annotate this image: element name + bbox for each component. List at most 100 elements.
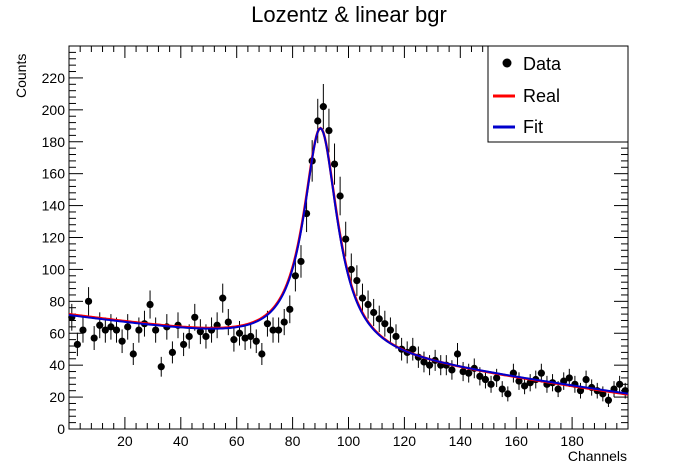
data-point (448, 366, 456, 374)
data-point (219, 294, 227, 302)
x-tick-label: 100 (337, 433, 361, 449)
data-point (476, 372, 484, 380)
data-point (269, 326, 277, 334)
x-tick-label: 40 (173, 433, 189, 449)
data-point (297, 257, 305, 266)
data-point (465, 369, 473, 377)
data-point (224, 318, 232, 326)
x-tick-label: 20 (117, 433, 133, 449)
y-tick-label: 40 (49, 357, 65, 373)
data-point (453, 350, 462, 358)
data-point (392, 332, 400, 341)
data-point (146, 300, 154, 309)
legend-data-label: Data (523, 54, 562, 74)
real-curve (68, 126, 629, 396)
data-point (364, 300, 372, 309)
y-tick-label: 0 (57, 421, 65, 437)
data-point (604, 396, 613, 404)
data-point (84, 297, 93, 305)
data-point (347, 265, 355, 274)
data-point (526, 379, 534, 387)
data-point (386, 326, 395, 334)
data-point (263, 320, 272, 328)
data-point (135, 326, 143, 334)
data-point (319, 103, 327, 111)
data-point (291, 272, 299, 280)
data-point (342, 235, 350, 243)
data-point (191, 313, 199, 321)
data-point (381, 320, 389, 328)
y-tick-label: 20 (49, 389, 65, 405)
data-point (616, 380, 624, 388)
data-point (168, 348, 177, 356)
x-tick-label: 120 (393, 433, 417, 449)
x-axis-label: Channels (568, 448, 627, 464)
data-point (235, 329, 244, 337)
fit-curve (68, 127, 629, 395)
data-point (481, 375, 490, 384)
data-point (498, 385, 506, 393)
y-tick-label: 220 (42, 70, 66, 86)
y-tick-label: 180 (42, 134, 66, 150)
data-point (370, 308, 378, 317)
y-axis-label: Counts (13, 54, 29, 98)
data-point (565, 374, 573, 382)
x-tick-label: 140 (449, 433, 473, 449)
y-tick-label: 60 (49, 325, 65, 341)
data-point (107, 323, 115, 331)
data-point (79, 326, 87, 334)
data-point (493, 374, 501, 382)
data-point (314, 117, 322, 125)
data-point (409, 345, 417, 353)
data-point (96, 321, 104, 329)
data-point (280, 318, 288, 326)
data-point (252, 337, 260, 345)
data-point (118, 337, 126, 345)
data-point (129, 350, 137, 358)
data-point (504, 390, 512, 398)
data-point (576, 387, 585, 395)
legend: Data Real Fit (487, 45, 629, 143)
data-points (68, 103, 629, 404)
data-point (196, 328, 204, 336)
data-point (241, 334, 249, 342)
data-point (275, 326, 283, 334)
data-point (375, 315, 383, 323)
data-point (325, 126, 333, 135)
data-point (554, 385, 562, 393)
data-point (230, 336, 238, 344)
y-axis-tick-labels: 0 20 40 60 80 100 120 140 160 180 200 220 (42, 70, 66, 437)
data-point (286, 305, 294, 313)
chart-title: Lozentz & linear bgr (251, 2, 447, 27)
y-tick-label: 140 (42, 198, 66, 214)
x-tick-label: 80 (285, 433, 301, 449)
x-axis-tick-labels: 20 40 60 80 100 120 140 160 180 (117, 433, 584, 449)
data-point (90, 334, 98, 342)
data-point (185, 332, 193, 341)
data-point (353, 276, 361, 285)
data-point (582, 375, 590, 384)
data-point (179, 340, 188, 349)
data-point (515, 377, 523, 385)
y-tick-label: 120 (42, 230, 66, 246)
data-point (358, 294, 367, 302)
data-point (487, 380, 495, 388)
data-point (101, 326, 109, 334)
x-tick-label: 60 (229, 433, 245, 449)
legend-real-label: Real (523, 86, 560, 106)
y-tick-label: 160 (42, 166, 66, 182)
y-tick-label: 80 (49, 293, 65, 309)
x-tick-label: 180 (560, 433, 584, 449)
y-tick-label: 200 (42, 102, 66, 118)
data-point (202, 332, 210, 341)
data-point (124, 323, 132, 331)
data-point (330, 160, 339, 168)
legend-fit-label: Fit (523, 117, 543, 137)
data-point (152, 326, 160, 334)
data-point (258, 350, 266, 358)
data-point (247, 332, 255, 341)
legend-data-marker (502, 58, 512, 68)
data-point (420, 358, 428, 366)
data-point (73, 340, 81, 349)
